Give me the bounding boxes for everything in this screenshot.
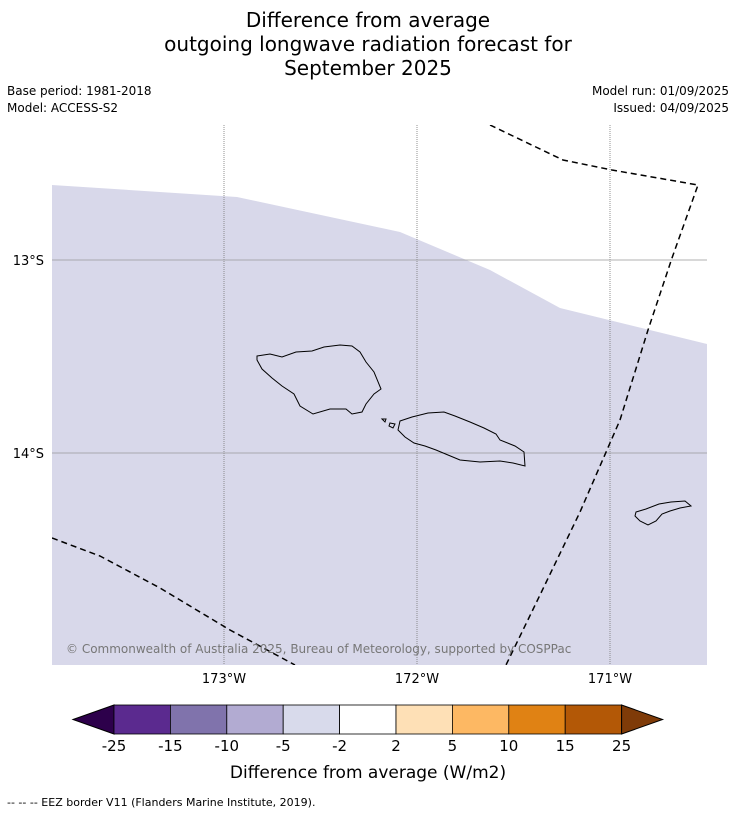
- issued-date: Issued: 04/09/2025: [613, 101, 729, 115]
- colorbar-tick-label: -5: [276, 737, 291, 755]
- eez-footer-note: -- -- -- EEZ border V11 (Flanders Marine…: [7, 796, 316, 809]
- eez-border-east: [489, 125, 700, 665]
- lon-label-171w: 171°W: [588, 672, 632, 687]
- meta-left: Base period: 1981-2018 Model: ACCESS-S2: [7, 83, 152, 117]
- title-line-2: outgoing longwave radiation forecast for: [164, 32, 572, 56]
- lat-label-14s: 14°S: [13, 447, 44, 462]
- title-line-1: Difference from average: [245, 8, 491, 32]
- colorbar-tick-label: 5: [448, 737, 458, 755]
- colorbar-extend-high: [621, 704, 665, 735]
- colorbar-tick-label: 25: [612, 737, 631, 755]
- model-name: Model: ACCESS-S2: [7, 101, 119, 115]
- colorbar-tick-label: 10: [499, 737, 518, 755]
- islet-1: [380, 418, 387, 423]
- colorbar-segment: [339, 704, 397, 735]
- colorbar: -25 -15 -10 -5 -2 2 5 10 15 25: [71, 704, 665, 755]
- colorbar-segment: [282, 704, 341, 735]
- chart-title: Difference from average outgoing longwav…: [0, 8, 736, 80]
- colorbar-tick-label: 2: [391, 737, 401, 755]
- colorbar-segment: [169, 704, 228, 735]
- lon-label-173w: 173°W: [202, 672, 246, 687]
- colorbar-segment: [395, 704, 453, 735]
- colorbar-tick-label: -2: [332, 737, 347, 755]
- colorbar-segment: [451, 704, 510, 735]
- colorbar-segment: [508, 704, 566, 735]
- colorbar-segment: [113, 704, 171, 735]
- eez-border-southwest: [52, 537, 296, 665]
- colorbar-segment: [226, 704, 284, 735]
- colorbar-tick-label: -15: [158, 737, 183, 755]
- colorbar-extend-low: [71, 704, 115, 735]
- title-line-3: September 2025: [284, 56, 452, 80]
- meta-right: Model run: 01/09/2025 Issued: 04/09/2025: [592, 83, 729, 117]
- colorbar-tick-label: -10: [215, 737, 240, 755]
- upolu-island: [397, 411, 526, 467]
- colorbar-title: Difference from average (W/m2): [230, 763, 506, 783]
- lon-label-172w: 172°W: [395, 672, 439, 687]
- savaii-island: [256, 344, 382, 415]
- islet-2: [388, 422, 396, 429]
- lat-label-13s: 13°S: [13, 254, 44, 269]
- colorbar-tick-label: -25: [102, 737, 127, 755]
- tutuila-island: [634, 500, 693, 526]
- map-frame: © Commonwealth of Australia 2025, Bureau…: [52, 125, 707, 665]
- colorbar-tick-label: 15: [556, 737, 575, 755]
- copyright-notice: © Commonwealth of Australia 2025, Bureau…: [66, 642, 571, 656]
- anomaly-region: [52, 185, 707, 665]
- base-period: Base period: 1981-2018: [7, 84, 152, 98]
- model-run: Model run: 01/09/2025: [591, 84, 729, 98]
- colorbar-segment: [564, 704, 623, 735]
